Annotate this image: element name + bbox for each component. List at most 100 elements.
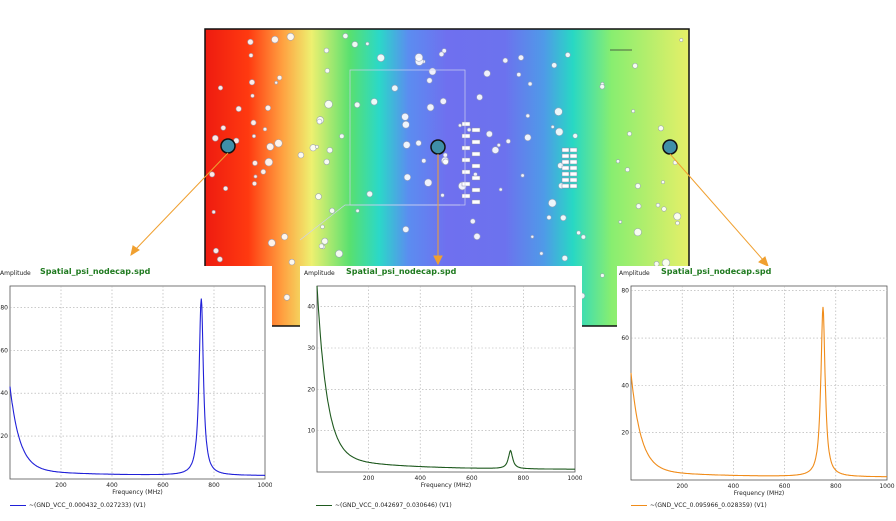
y-tick-label: 80 (621, 288, 629, 295)
via (329, 207, 335, 214)
pad (569, 147, 578, 153)
via (264, 105, 271, 112)
via (675, 220, 680, 226)
via (548, 198, 557, 208)
via (550, 125, 555, 129)
via (252, 181, 257, 186)
pad (461, 193, 471, 199)
chart-legend: ~(GND_VCC_0.042697_0.030646) (V1) (316, 502, 452, 509)
x-tick-label: 1000 (879, 483, 894, 490)
legend-swatch (631, 505, 647, 506)
pad (561, 165, 570, 171)
y-tick-label: 20 (621, 430, 629, 437)
via (366, 190, 373, 198)
via (402, 120, 410, 129)
legend-label: ~(GND_VCC_0.042697_0.030646) (V1) (335, 502, 452, 509)
pad (471, 151, 481, 157)
pad (471, 163, 481, 169)
y-tick-label: 40 (621, 382, 629, 389)
pad (569, 183, 578, 189)
x-tick-label: 800 (518, 475, 530, 482)
via (496, 143, 501, 148)
via (283, 294, 291, 301)
pad (561, 153, 570, 159)
via (655, 203, 661, 208)
y-tick-label: 40 (307, 304, 315, 311)
probe-right (662, 139, 678, 155)
via (561, 255, 568, 262)
pad (569, 177, 578, 183)
via (498, 187, 503, 192)
pad (569, 159, 578, 165)
y-axis-label: Amplitude (304, 270, 335, 277)
via (271, 35, 279, 44)
legend-swatch (316, 505, 332, 506)
via (354, 101, 361, 108)
y-tick-label: 30 (307, 345, 315, 352)
via (218, 85, 224, 91)
via (580, 234, 586, 240)
via (631, 109, 636, 114)
via (323, 158, 330, 165)
amplitude-chart: 200 400 600 800 1000 20 40 60 80 Frequency (MHz) (0, 285, 272, 496)
via (546, 215, 552, 221)
via (661, 206, 667, 212)
plot-area (9, 285, 266, 480)
via (458, 123, 462, 128)
x-tick-label: 200 (363, 475, 375, 482)
series-line (316, 285, 575, 470)
via (286, 32, 295, 41)
via (266, 142, 275, 151)
via (320, 224, 325, 230)
pad (561, 159, 570, 165)
via (466, 127, 472, 133)
via (502, 57, 509, 64)
y-axis-label: Amplitude (619, 270, 650, 277)
probe-center (430, 139, 446, 155)
via (525, 113, 530, 119)
via (421, 158, 427, 164)
series-line (630, 306, 887, 478)
plot-area (630, 285, 888, 481)
via (530, 235, 535, 239)
plot-area (316, 285, 576, 473)
via (260, 169, 267, 175)
via (297, 151, 305, 159)
via (658, 125, 664, 132)
pad (471, 187, 481, 193)
x-axis-label: Frequency (MHz) (734, 490, 784, 497)
via (342, 33, 349, 39)
x-tick-label: 1000 (567, 475, 582, 482)
via (625, 167, 630, 173)
board-vias (209, 32, 684, 318)
via (250, 93, 255, 98)
via (441, 48, 447, 54)
via (403, 173, 412, 181)
via (424, 178, 433, 187)
via (324, 100, 333, 109)
via (274, 80, 279, 85)
x-tick-label: 200 (676, 483, 688, 490)
via (402, 225, 410, 233)
via (391, 84, 399, 92)
series-line (9, 298, 265, 476)
via (376, 53, 385, 62)
via (599, 83, 605, 90)
via (679, 38, 684, 42)
via (247, 38, 254, 46)
pad (569, 165, 578, 171)
x-tick-label: 400 (106, 482, 118, 489)
chart-panel-right: Spatial_psi_nodecap.spd Amplitude 200 400… (617, 266, 896, 521)
pad (471, 199, 481, 205)
chart-legend: ~(GND_VCC_0.000432_0.027233) (V1) (10, 502, 146, 509)
via (551, 62, 558, 69)
pad (461, 157, 471, 163)
via (600, 273, 605, 278)
x-tick-label: 800 (208, 482, 220, 489)
via (635, 183, 641, 189)
via (618, 220, 623, 224)
via (355, 208, 360, 213)
y-tick-label: 80 (0, 304, 8, 311)
via (633, 228, 642, 237)
via (267, 238, 276, 247)
